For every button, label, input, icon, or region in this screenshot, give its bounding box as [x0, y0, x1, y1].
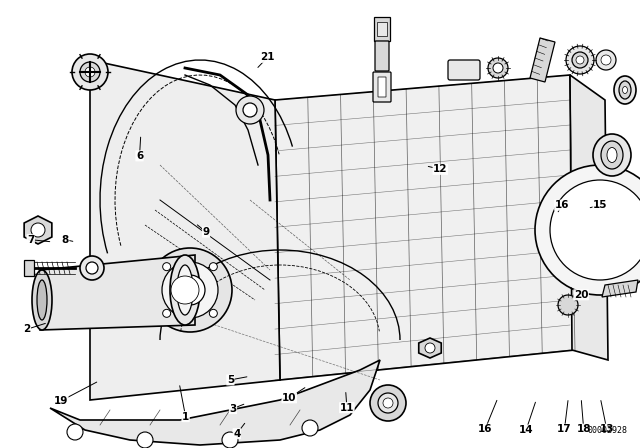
Text: 11: 11: [340, 403, 354, 413]
Text: 19: 19: [54, 396, 68, 406]
Text: 4: 4: [233, 429, 241, 439]
Polygon shape: [530, 38, 555, 82]
Text: 7: 7: [27, 235, 35, 245]
Text: 6: 6: [136, 151, 143, 161]
Circle shape: [535, 165, 640, 295]
Text: 18: 18: [577, 424, 591, 434]
Circle shape: [80, 62, 100, 82]
Circle shape: [488, 58, 508, 78]
Text: 12: 12: [433, 164, 447, 174]
Polygon shape: [40, 255, 195, 330]
Polygon shape: [90, 60, 280, 400]
Polygon shape: [419, 338, 441, 358]
Ellipse shape: [614, 76, 636, 104]
Text: 13: 13: [600, 424, 614, 434]
Circle shape: [596, 50, 616, 70]
Circle shape: [72, 54, 108, 90]
Circle shape: [383, 398, 393, 408]
Text: 10: 10: [282, 393, 296, 403]
Circle shape: [85, 67, 95, 77]
Circle shape: [163, 309, 171, 317]
Circle shape: [171, 276, 199, 304]
Circle shape: [67, 424, 83, 440]
Polygon shape: [24, 216, 52, 244]
Circle shape: [302, 420, 318, 436]
Text: 17: 17: [557, 424, 572, 434]
Circle shape: [601, 55, 611, 65]
Polygon shape: [50, 360, 380, 445]
Text: 21: 21: [260, 52, 275, 62]
Circle shape: [558, 295, 578, 315]
Circle shape: [566, 46, 594, 74]
Text: 3: 3: [229, 404, 237, 414]
Circle shape: [209, 263, 218, 271]
Circle shape: [236, 96, 264, 124]
Circle shape: [572, 52, 588, 68]
Ellipse shape: [37, 280, 47, 320]
Circle shape: [163, 263, 171, 271]
Ellipse shape: [619, 81, 631, 99]
Circle shape: [425, 343, 435, 353]
Circle shape: [493, 63, 503, 73]
Circle shape: [565, 195, 635, 265]
Ellipse shape: [601, 141, 623, 169]
FancyBboxPatch shape: [448, 60, 480, 80]
Text: 14: 14: [519, 425, 533, 435]
Text: 5: 5: [227, 375, 234, 385]
Circle shape: [378, 393, 398, 413]
Text: 9: 9: [202, 227, 210, 237]
Circle shape: [137, 432, 153, 448]
Text: 16: 16: [478, 424, 492, 434]
Circle shape: [86, 262, 98, 274]
Circle shape: [576, 56, 584, 64]
Ellipse shape: [607, 147, 617, 163]
Ellipse shape: [170, 255, 200, 325]
FancyBboxPatch shape: [373, 72, 391, 102]
FancyBboxPatch shape: [375, 41, 389, 71]
Ellipse shape: [623, 86, 627, 94]
FancyBboxPatch shape: [377, 22, 387, 36]
Circle shape: [209, 309, 218, 317]
Circle shape: [162, 262, 218, 318]
Polygon shape: [570, 75, 608, 360]
Circle shape: [550, 180, 640, 280]
Text: 1: 1: [182, 412, 189, 422]
FancyBboxPatch shape: [24, 260, 34, 276]
FancyBboxPatch shape: [378, 77, 386, 97]
Polygon shape: [275, 75, 575, 380]
Text: 00002928: 00002928: [588, 426, 628, 435]
Circle shape: [80, 256, 104, 280]
Circle shape: [31, 223, 45, 237]
Text: 20: 20: [574, 290, 588, 300]
Text: 15: 15: [593, 200, 607, 210]
Polygon shape: [602, 280, 638, 297]
Circle shape: [175, 275, 205, 305]
Circle shape: [370, 385, 406, 421]
Text: 16: 16: [555, 200, 569, 210]
Text: 8: 8: [61, 235, 69, 245]
Circle shape: [148, 248, 232, 332]
Ellipse shape: [177, 265, 193, 315]
Ellipse shape: [593, 134, 631, 176]
Circle shape: [243, 103, 257, 117]
FancyBboxPatch shape: [374, 17, 390, 41]
Circle shape: [222, 432, 238, 448]
Text: 2: 2: [23, 324, 31, 334]
Ellipse shape: [32, 270, 52, 330]
